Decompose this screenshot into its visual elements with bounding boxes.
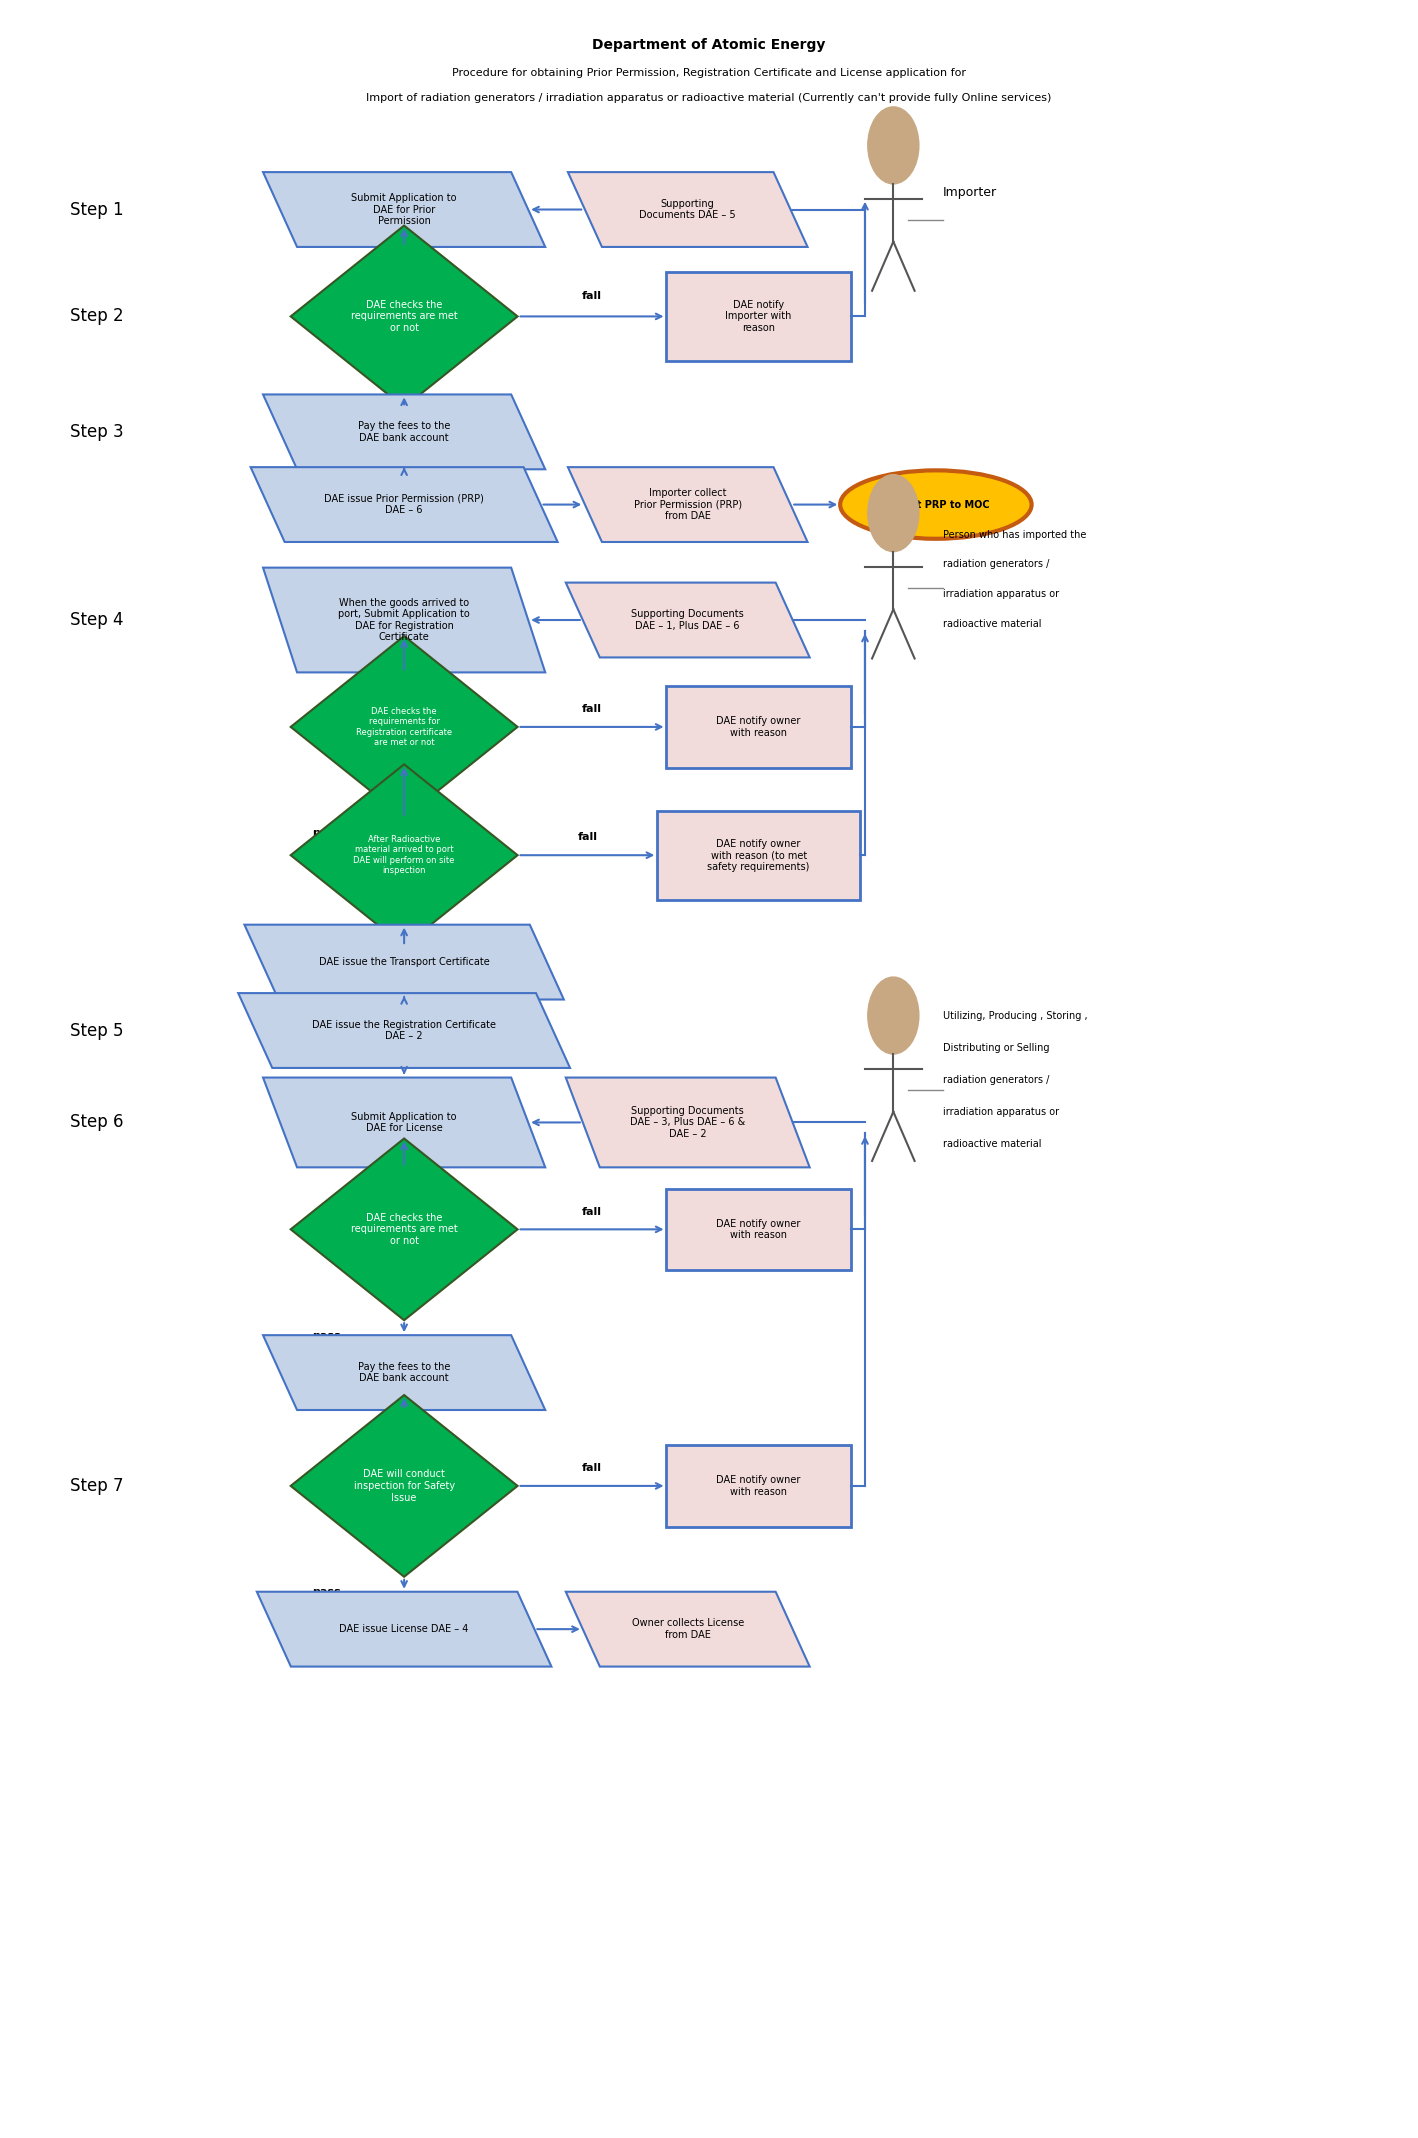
FancyBboxPatch shape — [666, 686, 851, 768]
Text: Step 4: Step 4 — [69, 611, 123, 629]
Text: Submit Application to
DAE for License: Submit Application to DAE for License — [352, 1112, 457, 1133]
Polygon shape — [291, 224, 518, 406]
Text: fall: fall — [577, 832, 597, 842]
Text: Department of Atomic Energy: Department of Atomic Energy — [593, 38, 825, 51]
Text: radioactive material: radioactive material — [943, 1140, 1041, 1148]
Text: DAE checks the
requirements are met
or not: DAE checks the requirements are met or n… — [350, 299, 458, 334]
Text: irradiation apparatus or: irradiation apparatus or — [943, 1107, 1059, 1116]
Polygon shape — [262, 1334, 545, 1411]
Text: Step 7: Step 7 — [69, 1477, 123, 1494]
Polygon shape — [251, 468, 557, 541]
Text: Supporting Documents
DAE – 3, Plus DAE – 6 &
DAE – 2: Supporting Documents DAE – 3, Plus DAE –… — [630, 1105, 746, 1140]
FancyBboxPatch shape — [666, 1445, 851, 1527]
Text: Submit Application to
DAE for Prior
Permission: Submit Application to DAE for Prior Perm… — [352, 192, 457, 227]
Text: DAE will conduct
inspection for Safety
Issue: DAE will conduct inspection for Safety I… — [353, 1469, 455, 1503]
Text: radiation generators /: radiation generators / — [943, 560, 1049, 569]
Text: DAE checks the
requirements for
Registration certificate
are met or not: DAE checks the requirements for Registra… — [356, 708, 452, 746]
Text: Supporting Documents
DAE – 1, Plus DAE – 6: Supporting Documents DAE – 1, Plus DAE –… — [631, 609, 744, 631]
Text: Pay the fees to the
DAE bank account: Pay the fees to the DAE bank account — [357, 421, 451, 443]
Polygon shape — [257, 1591, 552, 1668]
Text: After Radioactive
material arrived to port
DAE will perform on site
inspection: After Radioactive material arrived to po… — [353, 836, 455, 874]
Text: pass: pass — [312, 827, 340, 838]
Text: fall: fall — [581, 703, 603, 714]
Text: Procedure for obtaining Prior Permission, Registration Certificate and License a: Procedure for obtaining Prior Permission… — [452, 68, 966, 77]
Text: fall: fall — [581, 1206, 603, 1217]
Polygon shape — [262, 569, 545, 671]
Text: fall: fall — [581, 291, 603, 301]
Text: DAE notify owner
with reason: DAE notify owner with reason — [716, 716, 801, 738]
Text: pass: pass — [312, 419, 340, 428]
Text: DAE issue Prior Permission (PRP)
DAE – 6: DAE issue Prior Permission (PRP) DAE – 6 — [325, 494, 484, 515]
Text: Step 2: Step 2 — [69, 308, 123, 325]
Text: radioactive material: radioactive material — [943, 620, 1041, 629]
Polygon shape — [567, 171, 808, 246]
Text: DAE checks the
requirements are met
or not: DAE checks the requirements are met or n… — [350, 1212, 458, 1246]
Polygon shape — [262, 171, 545, 246]
Text: radiation generators /: radiation generators / — [943, 1075, 1049, 1084]
Polygon shape — [566, 1591, 810, 1668]
Text: Importer collect
Prior Permission (PRP)
from DAE: Importer collect Prior Permission (PRP) … — [634, 487, 742, 522]
Text: Owner collects License
from DAE: Owner collects License from DAE — [631, 1618, 744, 1640]
FancyBboxPatch shape — [666, 1189, 851, 1270]
Text: fall: fall — [581, 1462, 603, 1473]
Circle shape — [868, 107, 919, 184]
Text: pass: pass — [312, 958, 340, 966]
Text: DAE notify owner
with reason (to met
safety requirements): DAE notify owner with reason (to met saf… — [708, 838, 810, 872]
Polygon shape — [244, 924, 564, 998]
Text: Step 1: Step 1 — [69, 201, 123, 218]
Polygon shape — [291, 765, 518, 945]
Text: Submit PRP to MOC: Submit PRP to MOC — [882, 500, 990, 509]
Text: DAE issue License DAE – 4: DAE issue License DAE – 4 — [339, 1625, 469, 1633]
Text: Pay the fees to the
DAE bank account: Pay the fees to the DAE bank account — [357, 1362, 451, 1383]
Text: Importer: Importer — [943, 186, 997, 199]
Polygon shape — [291, 637, 518, 817]
Text: Import of radiation generators / irradiation apparatus or radioactive material (: Import of radiation generators / irradia… — [366, 94, 1052, 103]
Text: pass: pass — [312, 1330, 340, 1341]
Text: Step 3: Step 3 — [69, 423, 123, 440]
Text: Utilizing, Producing , Storing ,: Utilizing, Producing , Storing , — [943, 1011, 1088, 1020]
Text: DAE notify owner
with reason: DAE notify owner with reason — [716, 1219, 801, 1240]
Polygon shape — [262, 393, 545, 468]
Text: Distributing or Selling: Distributing or Selling — [943, 1043, 1049, 1052]
Ellipse shape — [839, 470, 1032, 539]
Text: When the goods arrived to
port, Submit Application to
DAE for Registration
Certi: When the goods arrived to port, Submit A… — [339, 599, 469, 641]
Circle shape — [868, 475, 919, 552]
Text: DAE issue the Transport Certificate: DAE issue the Transport Certificate — [319, 958, 489, 966]
Polygon shape — [262, 1078, 545, 1167]
Polygon shape — [291, 1137, 518, 1319]
Text: pass: pass — [312, 1586, 340, 1597]
Text: Supporting
Documents DAE – 5: Supporting Documents DAE – 5 — [640, 199, 736, 220]
Polygon shape — [566, 1078, 810, 1167]
Polygon shape — [291, 1396, 518, 1578]
Text: Person who has imported the: Person who has imported the — [943, 530, 1086, 539]
Text: DAE notify
Importer with
reason: DAE notify Importer with reason — [726, 299, 791, 334]
Text: Step 5: Step 5 — [69, 1022, 123, 1039]
FancyBboxPatch shape — [658, 810, 859, 900]
Circle shape — [868, 977, 919, 1054]
Text: irradiation apparatus or: irradiation apparatus or — [943, 590, 1059, 599]
Text: DAE issue the Registration Certificate
DAE – 2: DAE issue the Registration Certificate D… — [312, 1020, 496, 1041]
Text: DAE notify owner
with reason: DAE notify owner with reason — [716, 1475, 801, 1497]
Polygon shape — [238, 992, 570, 1067]
Polygon shape — [566, 584, 810, 659]
FancyBboxPatch shape — [666, 272, 851, 361]
Polygon shape — [567, 468, 808, 541]
Text: Step 6: Step 6 — [69, 1114, 123, 1131]
